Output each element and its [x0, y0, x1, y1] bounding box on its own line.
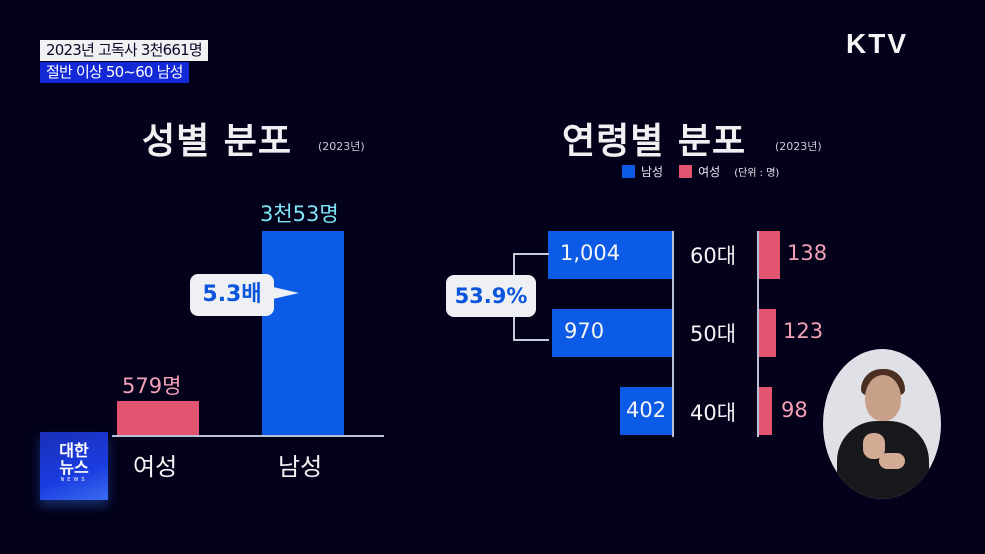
male-bar-50s — [552, 309, 672, 357]
age-label-50s: 50대 — [690, 322, 737, 346]
category-male: 남성 — [278, 453, 323, 481]
age-chart-legend: 남성 여성 (단위 : 명) — [622, 163, 779, 180]
category-female: 여성 — [133, 453, 178, 481]
female-value-40s: 98 — [781, 398, 808, 422]
male-total-label: 3천53명 — [260, 202, 339, 226]
female-bar-60s — [759, 231, 780, 279]
gender-chart-title: 성별 분포 — [142, 121, 293, 162]
male-value-60s: 1,004 — [560, 241, 621, 265]
daehan-news-logo: 대한 뉴스 NEWS — [40, 432, 108, 500]
female-axis-line — [757, 231, 759, 437]
gender-chart-year: (2023년) — [318, 140, 365, 153]
legend-female-label: 여성 — [698, 165, 721, 179]
age-label-40s: 40대 — [690, 401, 737, 425]
logo-sub: NEWS — [60, 477, 88, 483]
male-axis-line — [672, 231, 674, 437]
interpreter-head — [865, 375, 901, 421]
male-bar — [262, 231, 344, 435]
legend-unit: (단위 : 명) — [734, 168, 780, 179]
logo-line2: 뉴스 — [59, 458, 89, 477]
female-bar — [117, 401, 199, 435]
female-bar-50s — [759, 309, 776, 357]
ktv-logo: KTV — [846, 28, 908, 59]
male-bar-60s — [548, 231, 672, 279]
legend-female-swatch — [679, 165, 693, 178]
gender-chart-baseline — [112, 435, 384, 437]
ratio-bubble-tail — [273, 287, 299, 299]
subheadline-caption: 절반 이상 50~60 남성 — [40, 62, 189, 83]
age-label-60s: 60대 — [690, 244, 737, 268]
female-value-60s: 138 — [787, 241, 828, 265]
legend-male-swatch — [622, 165, 635, 178]
female-total-label: 579명 — [122, 374, 182, 398]
female-bar-40s — [759, 387, 772, 435]
interpreter-hand — [879, 453, 905, 469]
legend-male-label: 남성 — [641, 165, 664, 179]
percentage-bubble: 53.9% — [446, 275, 536, 317]
logo-line1: 대한 — [59, 441, 89, 460]
age-chart-year: (2023년) — [775, 140, 822, 153]
ratio-bubble: 5.3배 — [190, 274, 274, 316]
interpreter-hand — [863, 433, 885, 459]
headline-caption: 2023년 고독사 3천661명 — [40, 40, 208, 61]
male-value-40s: 402 — [626, 398, 667, 422]
female-value-50s: 123 — [783, 319, 824, 343]
sign-language-interpreter-video — [823, 349, 941, 499]
age-chart-title: 연령별 분포 — [562, 121, 747, 162]
male-value-50s: 970 — [564, 319, 605, 343]
male-bar-40s — [620, 387, 672, 435]
